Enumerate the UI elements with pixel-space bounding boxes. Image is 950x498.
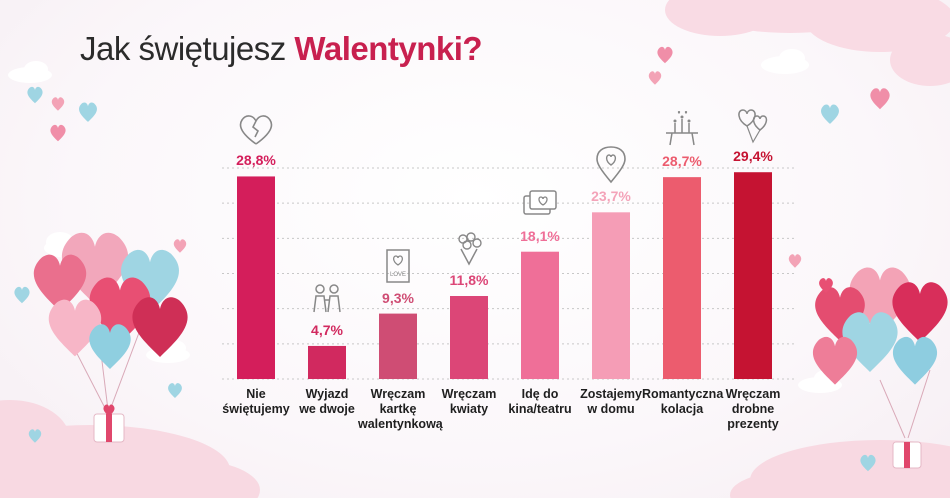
cloud-decoration (0, 400, 260, 498)
category-label: Idę do kina/teatru (500, 387, 580, 417)
candle-dinner-icon (666, 111, 698, 146)
category-label-line: Wręczam (725, 387, 781, 401)
category-label-line: walentynkową (358, 417, 443, 431)
category-label: Romantyczna kolacja (642, 387, 724, 417)
category-label-line: w domu (587, 402, 635, 416)
bar-3 (379, 313, 417, 379)
chart-title: Jak świętujesz Walentynki? (80, 30, 483, 68)
bar-8 (734, 172, 772, 379)
title-prefix: Jak świętujesz (80, 30, 295, 67)
heart-balloons-icon (738, 109, 768, 144)
bar-6 (592, 212, 630, 379)
cinema-tickets-icon (523, 189, 557, 215)
bar-7 (663, 177, 701, 379)
category-label-line: Zostajemy (580, 387, 642, 401)
value-label: 23,7% (591, 188, 631, 205)
bar-4 (450, 296, 488, 379)
broken-heart-icon (239, 115, 273, 146)
svg-text:LOVE: LOVE (390, 272, 406, 278)
value-label: 28,7% (662, 153, 702, 170)
category-label-line: drobne (731, 402, 775, 416)
category-label-line: świętujemy (222, 402, 290, 416)
category-label: Wręczam kwiaty (429, 387, 509, 417)
heart-balloons-decoration (33, 232, 188, 443)
value-label: 11,8% (449, 272, 489, 288)
flower-bouquet-icon (458, 232, 482, 266)
bar-2 (308, 345, 346, 379)
category-label: Nie świętujemy (216, 387, 296, 417)
category-label-line: Wręczam (441, 387, 497, 401)
title-highlight: Walentynki? (294, 30, 483, 67)
bar-5 (521, 251, 559, 379)
category-label-line: kina/teatru (508, 402, 572, 416)
category-label-line: Wręczam (370, 387, 426, 401)
category-label: Wyjazd we dwoje (287, 387, 367, 417)
category-label-line: Wyjazd (305, 387, 349, 401)
category-label-line: Nie (246, 387, 266, 401)
love-card-icon: LOVE (386, 248, 410, 283)
category-label-line: we dwoje (299, 402, 355, 416)
cloud-decoration (8, 49, 842, 393)
heart-balloons-decoration (812, 267, 948, 469)
value-label: 9,3% (382, 289, 414, 306)
category-label: Zostajemy w domu (571, 387, 651, 417)
category-label: Wręczam kartkę walentynkową (358, 387, 443, 432)
cloud-decoration (665, 0, 950, 86)
bar-1 (237, 176, 275, 379)
home-location-pin-icon (596, 146, 626, 184)
value-label: 4,7% (311, 321, 343, 338)
category-label-line: kartkę (379, 402, 417, 416)
value-label: 29,4% (733, 148, 773, 165)
category-label-line: prezenty (727, 417, 779, 431)
bars (237, 172, 772, 379)
category-label-line: kolacja (660, 402, 704, 416)
value-label: 28,8% (236, 152, 276, 169)
category-label-line: kwiaty (449, 402, 489, 416)
category-label-line: Idę do (521, 387, 559, 401)
gridlines (222, 167, 795, 380)
category-label: Wręczam drobne prezenty (713, 387, 793, 432)
value-label: 18,1% (520, 227, 560, 244)
couple-icon (313, 284, 341, 313)
category-label-line: Romantyczna (642, 387, 724, 401)
